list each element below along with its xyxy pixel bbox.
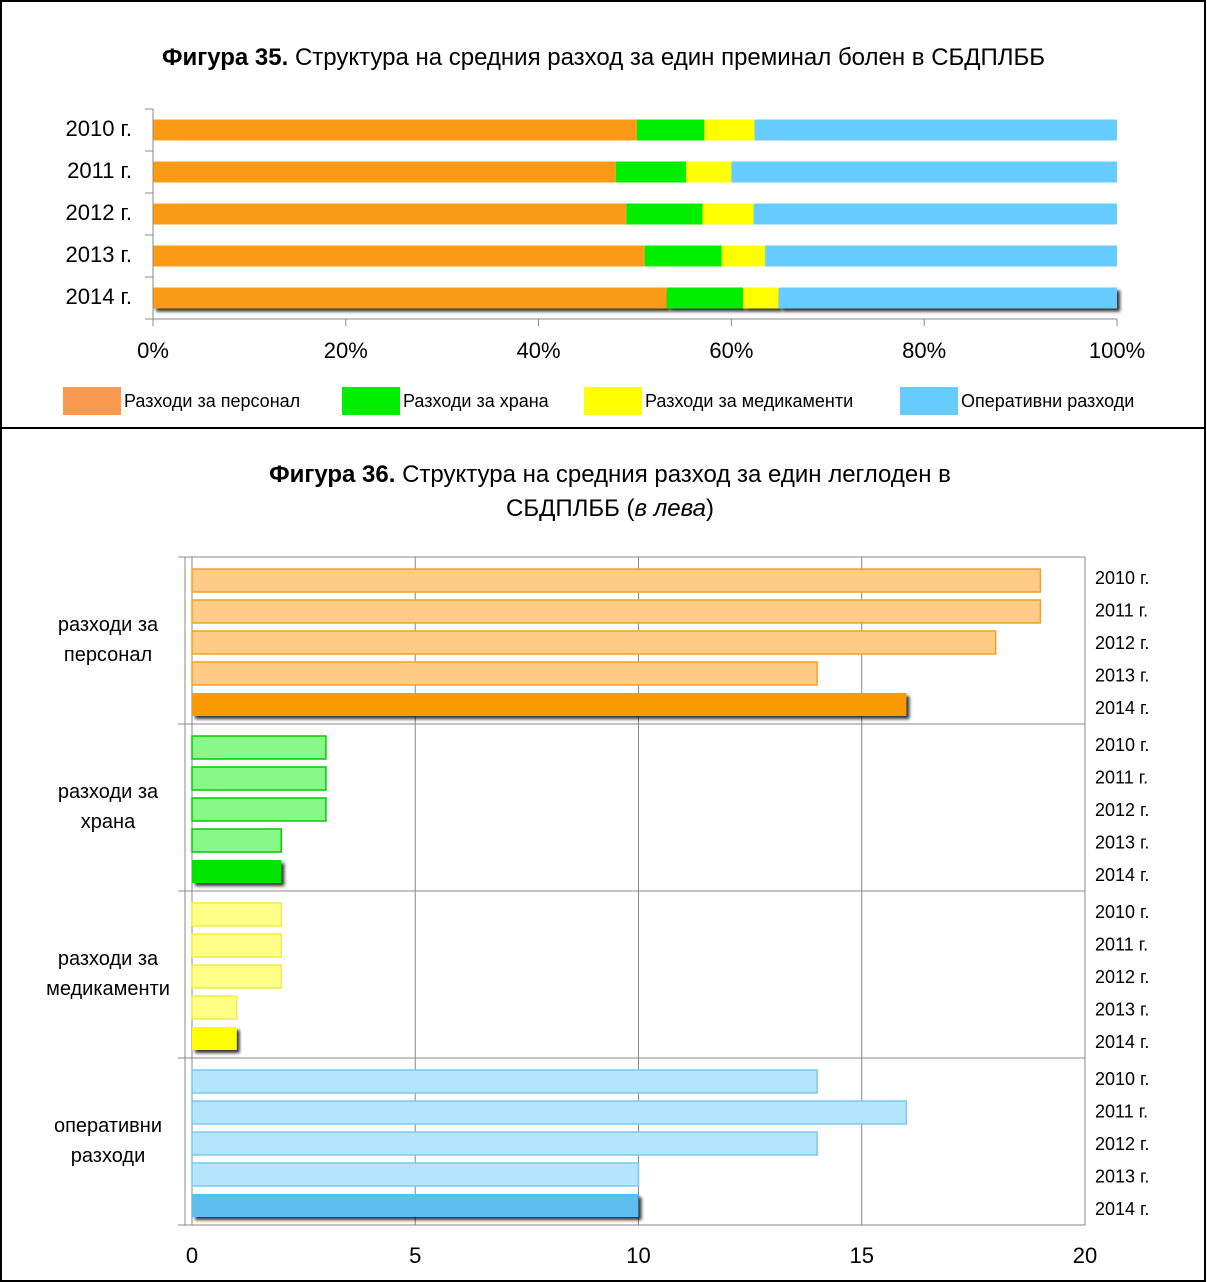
legend-swatch: [584, 387, 642, 415]
title-part: Структура на средния разход за един легл…: [395, 461, 951, 522]
title-part: в лева: [634, 495, 706, 522]
year-label: 2012 г.: [1095, 800, 1149, 820]
y-tick-label: 2010 г.: [65, 116, 132, 141]
y-tick-label: 2011 г.: [67, 158, 132, 183]
bar-segment: [753, 203, 1117, 225]
year-label: 2010 г.: [1095, 902, 1149, 922]
x-tick-label: 60%: [709, 338, 753, 363]
category-label: разходи за храна: [57, 780, 159, 833]
category-label: разходи за медикаменти: [46, 947, 170, 1000]
bar: [191, 797, 327, 822]
bar-segment: [644, 245, 722, 267]
year-label: 2011 г.: [1095, 934, 1148, 954]
year-label: 2011 г.: [1095, 600, 1148, 620]
title-part: Структура на средния разход за един прем…: [288, 44, 1046, 71]
year-label: 2013 г.: [1095, 999, 1149, 1019]
bar-segment: [686, 161, 732, 183]
bar-segment: [626, 203, 703, 225]
bar-segment: [778, 287, 1117, 309]
bar: [191, 964, 283, 989]
year-label: 2010 г.: [1095, 568, 1149, 588]
bar: [191, 735, 327, 760]
year-label: 2014 г.: [1095, 865, 1149, 885]
year-label: 2014 г.: [1095, 1199, 1149, 1219]
legend-swatch: [342, 387, 400, 415]
bar: [191, 1131, 818, 1156]
bar-segment: [704, 119, 755, 141]
bar: [191, 1162, 640, 1187]
bar-segment: [153, 203, 627, 225]
bar-segment: [153, 245, 645, 267]
y-tick-label: 2014 г.: [65, 284, 132, 309]
x-tick-label: 15: [850, 1243, 874, 1268]
x-tick-label: 5: [409, 1243, 421, 1268]
legend-label: Разходи за персонал: [124, 391, 300, 411]
bar-segment: [636, 119, 705, 141]
bar-segment: [153, 119, 637, 141]
category-label: разходи за персонал: [57, 613, 159, 666]
bar-segment: [742, 287, 779, 309]
chart-title: Фигура 35. Структура на средния разход з…: [0, 41, 1207, 75]
bar-segment: [153, 287, 667, 309]
year-label: 2012 г.: [1095, 967, 1149, 987]
x-tick-label: 80%: [902, 338, 946, 363]
bar: [191, 1069, 818, 1094]
year-label: 2010 г.: [1095, 1069, 1149, 1089]
title-part: Фигура 36.: [269, 461, 396, 488]
bar-segment: [731, 161, 1117, 183]
bar: [191, 599, 1042, 624]
bar: [192, 860, 282, 883]
bar: [191, 568, 1042, 593]
year-label: 2013 г.: [1095, 665, 1149, 685]
legend-label: Разходи за медикаменти: [645, 391, 853, 411]
bar-segment: [754, 119, 1117, 141]
x-tick-label: 10: [626, 1243, 650, 1268]
year-label: 2011 г.: [1095, 767, 1148, 787]
bar-segment: [765, 245, 1117, 267]
bar-segment: [721, 245, 766, 267]
legend-label: Разходи за храна: [403, 391, 550, 411]
bar-segment: [153, 161, 616, 183]
x-tick-label: 0: [186, 1243, 198, 1268]
bar: [191, 902, 283, 927]
bar: [192, 1027, 237, 1050]
legend-label: Оперативни разходи: [961, 391, 1134, 411]
bar: [191, 630, 997, 655]
bar: [191, 766, 327, 791]
year-label: 2014 г.: [1095, 1032, 1149, 1052]
year-label: 2011 г.: [1095, 1101, 1148, 1121]
y-tick-label: 2012 г.: [65, 200, 132, 225]
frame: [0, 427, 1206, 1282]
y-tick-label: 2013 г.: [65, 242, 132, 267]
chart-title: Фигура 36. Структура на средния разход з…: [230, 458, 990, 526]
bar: [192, 1194, 639, 1217]
bar: [191, 661, 818, 686]
title-part: ): [705, 495, 714, 522]
x-tick-label: 0%: [137, 338, 169, 363]
x-tick-label: 20: [1073, 1243, 1097, 1268]
legend-swatch: [63, 387, 121, 415]
bar: [191, 933, 283, 958]
title-part: Фигура 35.: [161, 44, 289, 71]
year-label: 2012 г.: [1095, 1134, 1149, 1154]
x-tick-label: 20%: [324, 338, 368, 363]
x-tick-label: 100%: [1089, 338, 1145, 363]
bar-segment: [666, 287, 743, 309]
bar: [191, 828, 283, 853]
bar: [191, 1100, 908, 1125]
year-label: 2010 г.: [1095, 735, 1149, 755]
bar-segment: [615, 161, 687, 183]
year-label: 2013 г.: [1095, 1166, 1149, 1186]
year-label: 2013 г.: [1095, 832, 1149, 852]
x-tick-label: 40%: [517, 338, 561, 363]
bar: [191, 995, 238, 1020]
year-label: 2014 г.: [1095, 698, 1149, 718]
year-label: 2012 г.: [1095, 633, 1149, 653]
bar-segment: [702, 203, 754, 225]
category-label: оперативни разходи: [53, 1114, 163, 1167]
bar: [192, 693, 907, 716]
legend-swatch: [900, 387, 958, 415]
